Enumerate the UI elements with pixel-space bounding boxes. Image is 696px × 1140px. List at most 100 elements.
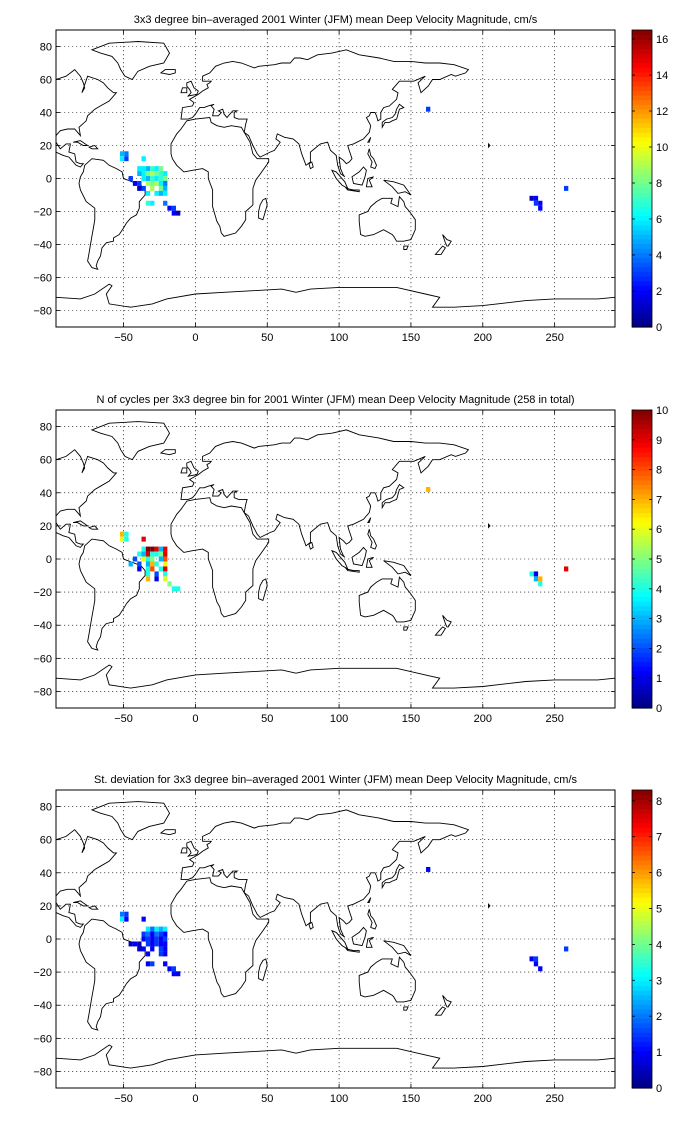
colorbar-segment <box>632 1055 652 1061</box>
colorbar-segment <box>632 971 652 977</box>
coastline <box>358 956 416 1003</box>
data-cell <box>150 566 155 572</box>
data-cell <box>163 926 168 932</box>
coastline <box>442 234 452 247</box>
data-cell <box>158 176 164 181</box>
x-tick-label: 250 <box>545 713 563 725</box>
data-cell <box>124 911 129 917</box>
colorbar-tick-label: 0 <box>656 1083 662 1095</box>
data-cell <box>163 190 168 196</box>
colorbar-segment <box>632 289 652 296</box>
colorbar-segment <box>632 414 652 420</box>
colorbar-segment <box>632 299 652 305</box>
data-cell <box>150 200 155 206</box>
colorbar-segment <box>632 234 652 240</box>
data-cell <box>158 946 164 952</box>
data-cell <box>124 151 129 157</box>
colorbar-tick-label: 10 <box>656 405 668 417</box>
data-cell <box>426 486 431 492</box>
colorbar-segment <box>632 799 652 805</box>
colorbar-tick-label: 8 <box>656 796 662 808</box>
colorbar-segment <box>632 591 652 597</box>
coastline <box>330 169 349 190</box>
data-cell <box>145 571 151 577</box>
data-cell <box>154 561 159 567</box>
coastline <box>345 187 360 193</box>
axes-frame <box>55 789 616 1089</box>
data-cell <box>163 176 168 181</box>
data-cell <box>145 566 151 572</box>
data-cell <box>167 581 172 587</box>
y-tick-label: −20 <box>33 207 52 219</box>
colorbar-segment <box>632 1074 652 1080</box>
x-tick-label: 200 <box>474 332 492 344</box>
colorbar-tick-label: 6 <box>656 214 662 226</box>
data-cell <box>141 936 146 942</box>
x-tick-label: 200 <box>474 1093 492 1105</box>
data-cell <box>137 180 142 186</box>
data-cell <box>124 531 129 537</box>
coastline <box>56 664 615 708</box>
data-cell <box>145 551 151 557</box>
data-cell <box>158 936 164 942</box>
colorbar-tick-label: 8 <box>656 178 662 190</box>
colorbar-segment <box>632 822 652 828</box>
colorbar-segment <box>632 275 652 282</box>
data-cell <box>145 926 151 932</box>
colorbar-tick-label: 6 <box>656 868 662 880</box>
colorbar-segment <box>632 1036 652 1043</box>
data-cell <box>163 561 168 567</box>
colorbar-segment <box>632 410 652 416</box>
colorbar-segment <box>632 531 652 537</box>
colorbar-segment <box>632 252 652 258</box>
data-cell <box>158 951 164 957</box>
coastline <box>159 69 176 75</box>
colorbar-segment <box>632 192 652 198</box>
map-panel-3: St. deviation for 3x3 degree bin–average… <box>33 774 662 1105</box>
y-tick-label: 20 <box>40 141 52 153</box>
colorbar-segment <box>632 929 652 935</box>
colorbar-tick-label: 5 <box>656 903 662 915</box>
colorbar-segment <box>632 939 652 945</box>
data-cell <box>158 931 164 937</box>
y-tick-label: 80 <box>40 802 52 814</box>
data-cell <box>137 561 142 567</box>
colorbar-segment <box>632 39 652 45</box>
data-cell <box>154 166 159 172</box>
colorbar-segment <box>632 479 652 486</box>
data-cell <box>426 106 431 112</box>
colorbar-segment <box>632 248 652 254</box>
data-cell <box>154 926 159 932</box>
colorbar-segment <box>632 257 652 263</box>
data-cell <box>538 200 543 206</box>
colorbar-segment <box>632 229 652 235</box>
colorbar-segment <box>632 428 652 434</box>
colorbar-segment <box>632 183 652 189</box>
colorbar-segment <box>632 808 652 814</box>
data-cell <box>154 180 159 186</box>
data-cell <box>128 176 133 181</box>
colorbar-tick-label: 8 <box>656 465 662 477</box>
coastline <box>381 483 405 510</box>
colorbar-segment <box>632 952 652 959</box>
colorbar-segment <box>632 1069 652 1075</box>
data-cell <box>124 916 129 922</box>
colorbar-segment <box>632 164 652 170</box>
colorbar-segment <box>632 1064 652 1070</box>
coastline <box>442 995 452 1008</box>
x-tick-label: 100 <box>330 332 348 344</box>
colorbar-segment <box>632 67 652 73</box>
colorbar-segment <box>632 614 652 621</box>
colorbar-tick-label: 5 <box>656 554 662 566</box>
data-cell <box>538 205 543 211</box>
data-cell <box>158 171 164 177</box>
colorbar-segment <box>632 489 652 495</box>
coastline <box>434 245 447 255</box>
colorbar-segment <box>632 925 652 931</box>
panel-title: 3x3 degree bin–averaged 2001 Winter (JFM… <box>134 14 538 26</box>
colorbar-segment <box>632 948 652 954</box>
colorbar-frame <box>631 29 653 328</box>
data-cell <box>158 556 164 562</box>
colorbar-segment <box>632 465 652 472</box>
